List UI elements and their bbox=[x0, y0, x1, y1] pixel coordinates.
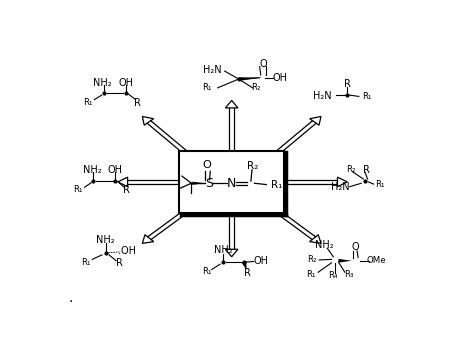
Text: R: R bbox=[116, 259, 123, 269]
Text: R₁: R₁ bbox=[270, 180, 281, 189]
Text: O: O bbox=[351, 242, 359, 252]
Text: R₂: R₂ bbox=[247, 161, 258, 171]
Text: R₁: R₁ bbox=[202, 83, 212, 92]
Text: R₂: R₂ bbox=[307, 255, 316, 264]
Text: OH: OH bbox=[108, 165, 123, 175]
Text: R: R bbox=[343, 79, 350, 90]
Text: R₂: R₂ bbox=[345, 166, 355, 175]
Polygon shape bbox=[238, 77, 261, 81]
Text: .OH: .OH bbox=[118, 246, 136, 256]
Text: O: O bbox=[202, 160, 211, 170]
Text: NH₂: NH₂ bbox=[83, 165, 101, 175]
Text: R₁: R₁ bbox=[73, 185, 82, 194]
Bar bbox=[179, 151, 284, 213]
Text: O: O bbox=[259, 59, 267, 69]
Text: OH: OH bbox=[118, 77, 133, 87]
Text: NH₂: NH₂ bbox=[213, 245, 232, 255]
Text: R₁: R₁ bbox=[374, 180, 384, 189]
Text: R: R bbox=[244, 268, 250, 278]
Text: R₃: R₃ bbox=[344, 270, 353, 279]
Text: R: R bbox=[133, 98, 140, 108]
Text: NH₂: NH₂ bbox=[96, 235, 115, 245]
Text: R₁: R₁ bbox=[83, 98, 92, 107]
Polygon shape bbox=[338, 259, 351, 263]
Text: R: R bbox=[362, 165, 369, 175]
Text: S: S bbox=[204, 177, 212, 190]
Text: R₁: R₁ bbox=[306, 270, 315, 279]
Text: OH: OH bbox=[272, 73, 286, 83]
Text: R₁: R₁ bbox=[361, 92, 370, 101]
Text: R₁: R₁ bbox=[81, 257, 91, 266]
Polygon shape bbox=[192, 181, 204, 185]
Text: NH₂: NH₂ bbox=[93, 77, 112, 87]
Polygon shape bbox=[241, 262, 246, 270]
Text: NH₂: NH₂ bbox=[314, 240, 333, 250]
Text: N: N bbox=[226, 177, 236, 190]
Text: OH: OH bbox=[253, 256, 267, 266]
Text: R₄: R₄ bbox=[328, 271, 337, 280]
Text: OMe: OMe bbox=[366, 256, 385, 265]
Text: R₁: R₁ bbox=[202, 267, 212, 276]
Text: R₂: R₂ bbox=[251, 83, 260, 92]
Text: R: R bbox=[123, 185, 130, 195]
Text: H₂N: H₂N bbox=[313, 91, 331, 101]
Text: H₂N: H₂N bbox=[202, 65, 221, 75]
Text: .: . bbox=[68, 291, 73, 305]
Text: H₂N: H₂N bbox=[330, 182, 349, 192]
